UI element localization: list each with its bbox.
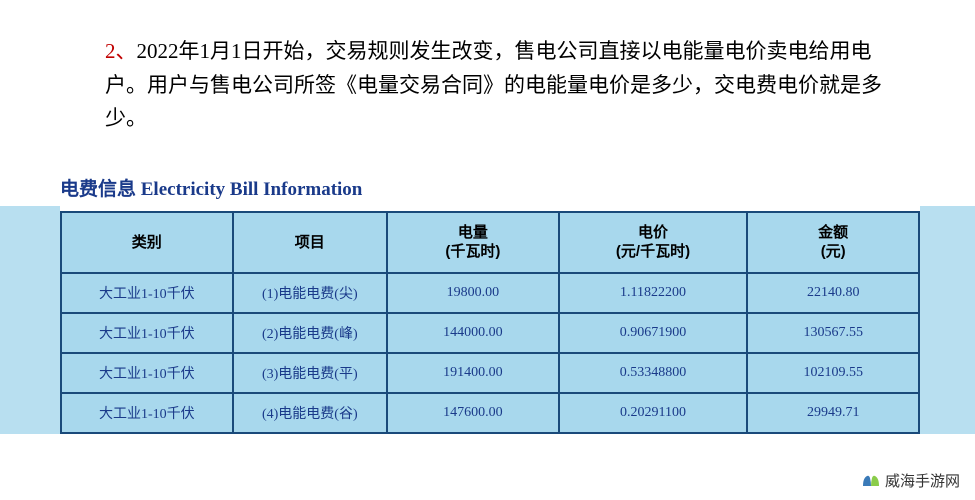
table-row: 大工业1-10千伏 (2)电能电费(峰) 144000.00 0.9067190… <box>61 313 919 353</box>
logo-text: 威海手游网 <box>885 470 960 491</box>
cell-price: 1.11822200 <box>559 273 748 313</box>
cell-total: 102109.55 <box>747 353 919 393</box>
cell-price: 0.20291100 <box>559 393 748 433</box>
header-total: 金额(元) <box>747 212 919 273</box>
paragraph-text: 2、2022年1月1日开始，交易规则发生改变，售电公司直接以电能量电价卖电给用电… <box>105 35 895 136</box>
cell-category: 大工业1-10千伏 <box>61 273 233 313</box>
cell-amount: 147600.00 <box>387 393 559 433</box>
cell-amount: 144000.00 <box>387 313 559 353</box>
cell-category: 大工业1-10千伏 <box>61 313 233 353</box>
table-section: 电费信息 Electricity Bill Information 类别 项目 … <box>0 166 975 434</box>
header-item: 项目 <box>233 212 387 273</box>
table-row: 大工业1-10千伏 (1)电能电费(尖) 19800.00 1.11822200… <box>61 273 919 313</box>
footer-logo: 威海手游网 <box>859 468 960 492</box>
logo-icon <box>859 468 883 492</box>
cell-amount: 191400.00 <box>387 353 559 393</box>
table-row: 大工业1-10千伏 (4)电能电费(谷) 147600.00 0.2029110… <box>61 393 919 433</box>
cell-item: (4)电能电费(谷) <box>233 393 387 433</box>
paragraph-body: 2022年1月1日开始，交易规则发生改变，售电公司直接以电能量电价卖电给用电户。… <box>105 39 882 130</box>
bill-table: 类别 项目 电量(千瓦时) 电价(元/千瓦时) 金额(元) 大工业1-10千伏 … <box>60 211 920 434</box>
cell-item: (1)电能电费(尖) <box>233 273 387 313</box>
header-price: 电价(元/千瓦时) <box>559 212 748 273</box>
cell-category: 大工业1-10千伏 <box>61 393 233 433</box>
cell-total: 130567.55 <box>747 313 919 353</box>
cell-total: 22140.80 <box>747 273 919 313</box>
header-category: 类别 <box>61 212 233 273</box>
cell-price: 0.53348800 <box>559 353 748 393</box>
cell-item: (2)电能电费(峰) <box>233 313 387 353</box>
table-row: 大工业1-10千伏 (3)电能电费(平) 191400.00 0.5334880… <box>61 353 919 393</box>
table-title: 电费信息 Electricity Bill Information <box>60 166 920 211</box>
cell-item: (3)电能电费(平) <box>233 353 387 393</box>
cell-category: 大工业1-10千伏 <box>61 353 233 393</box>
cell-total: 29949.71 <box>747 393 919 433</box>
cell-amount: 19800.00 <box>387 273 559 313</box>
item-number: 2、 <box>105 39 137 63</box>
table-header-row: 类别 项目 电量(千瓦时) 电价(元/千瓦时) 金额(元) <box>61 212 919 273</box>
cell-price: 0.90671900 <box>559 313 748 353</box>
header-amount: 电量(千瓦时) <box>387 212 559 273</box>
